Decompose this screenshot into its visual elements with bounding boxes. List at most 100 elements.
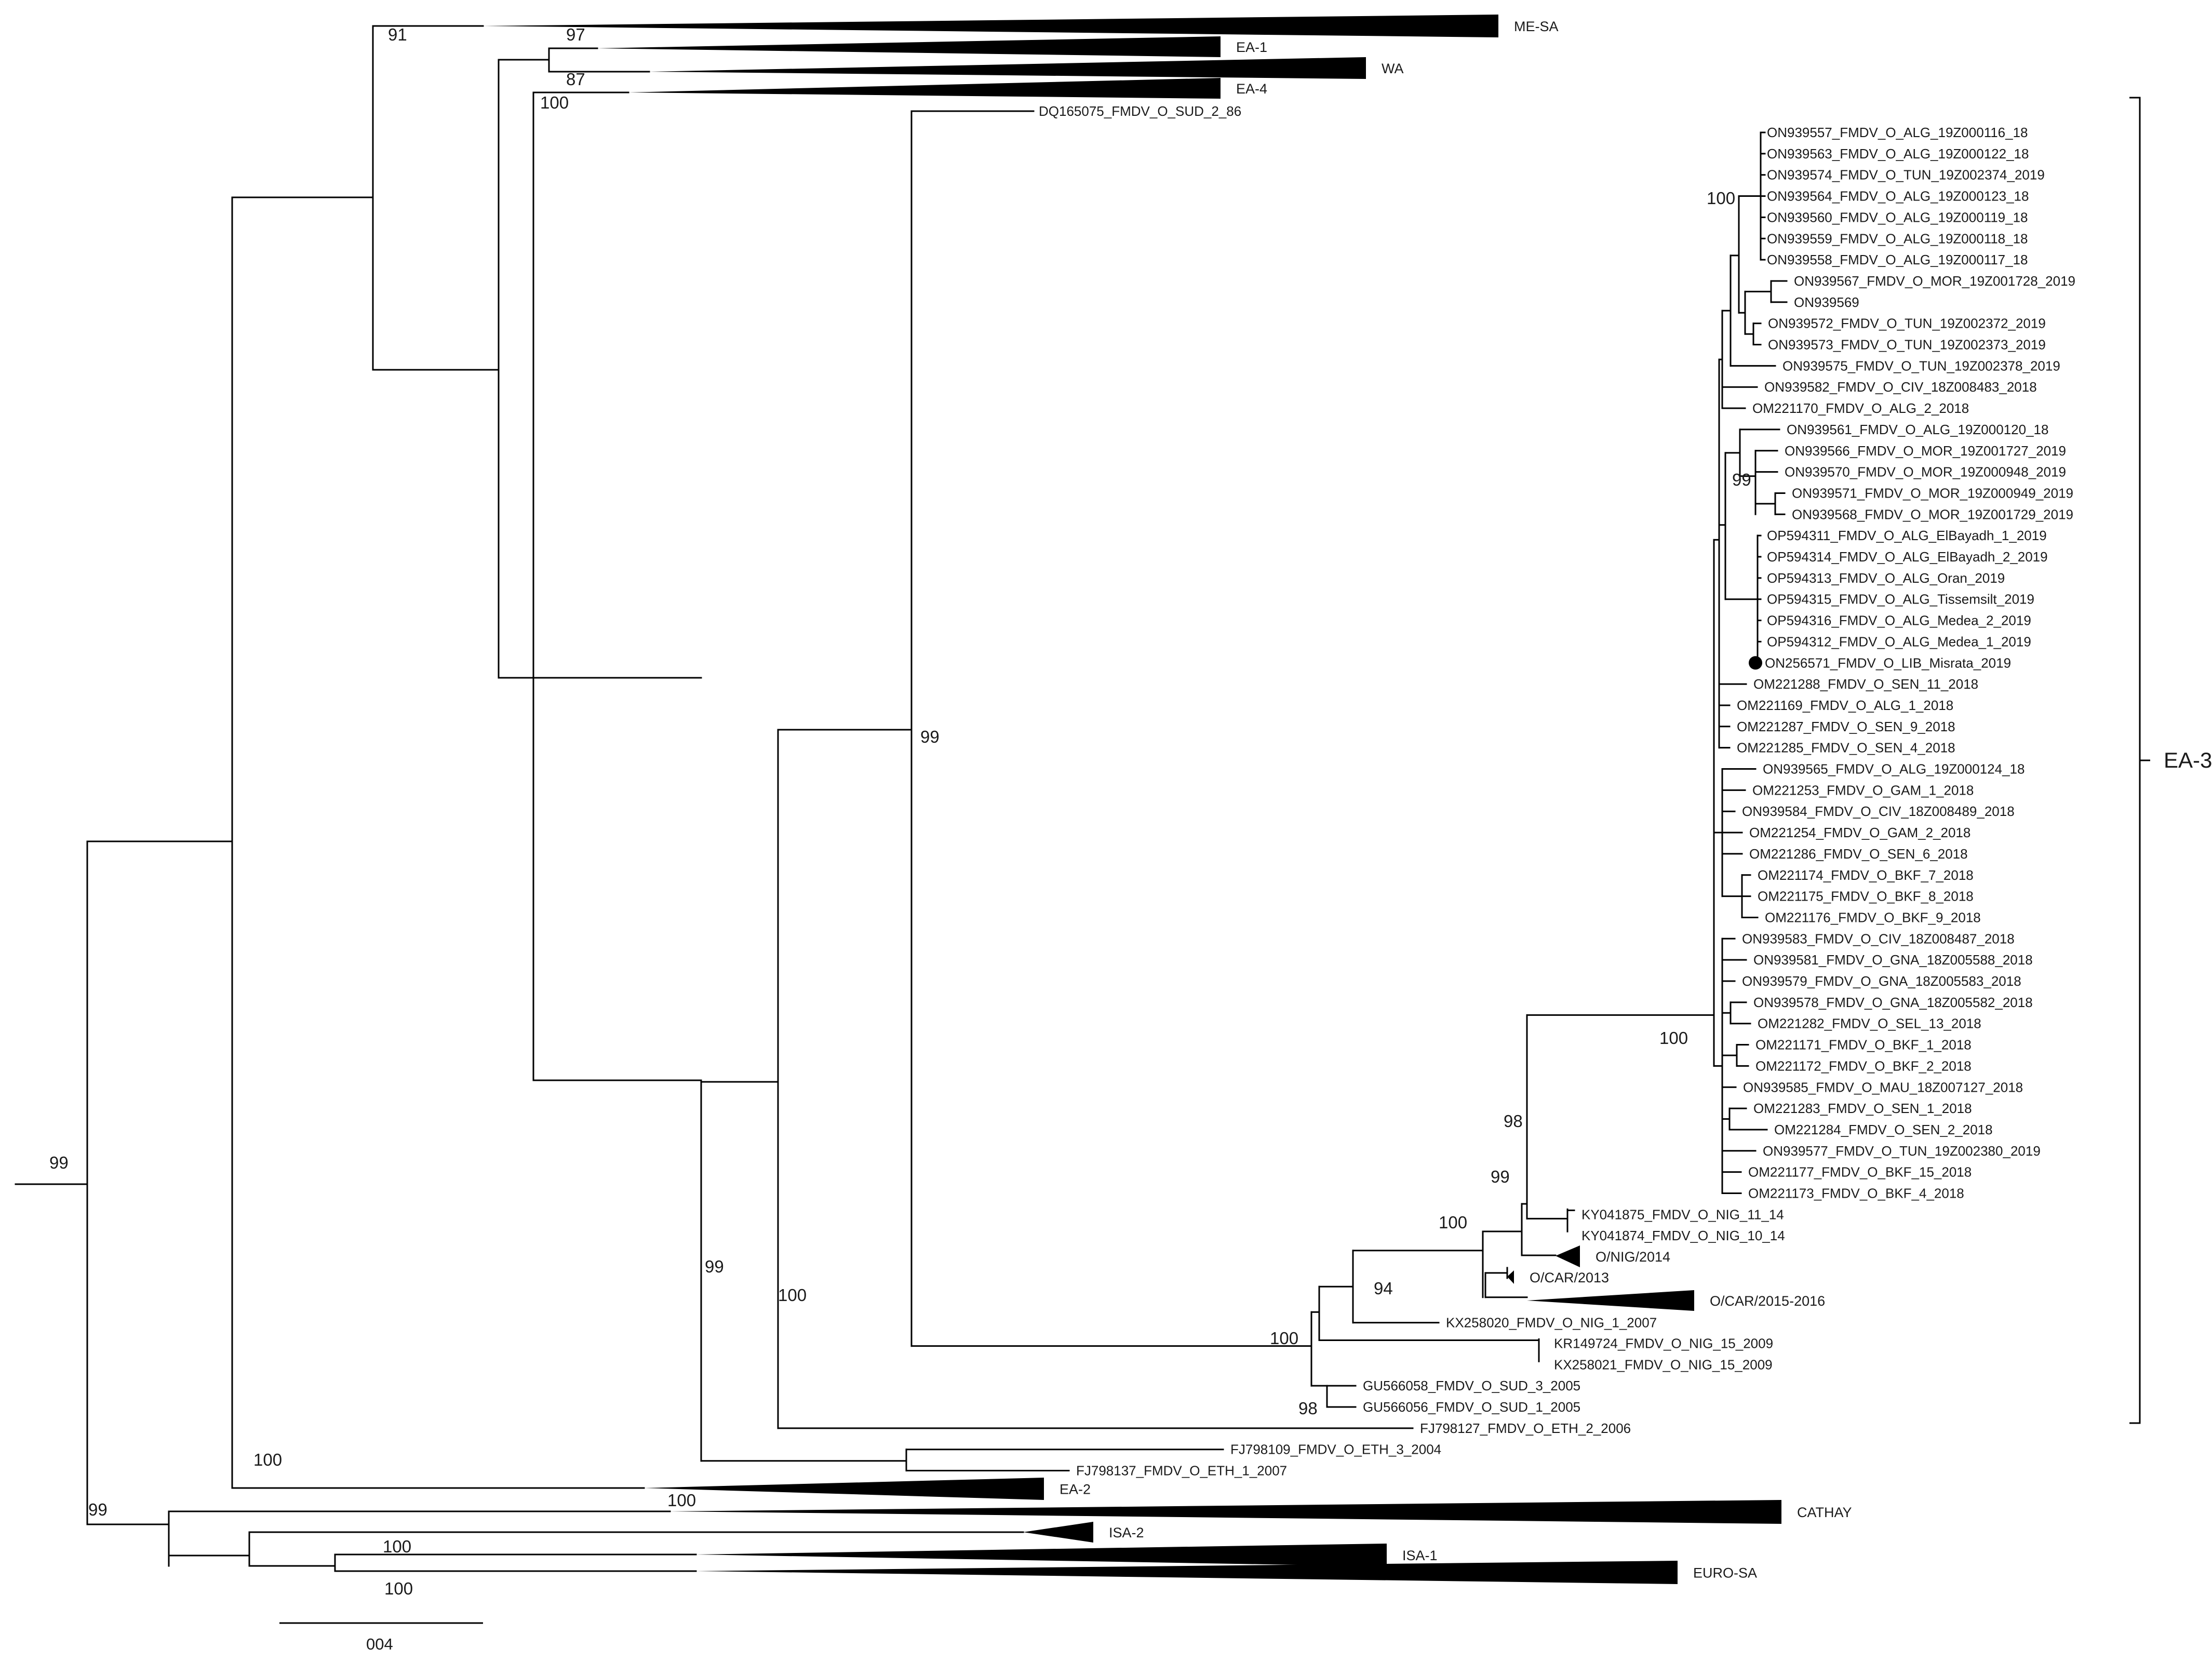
tip-label: OM221285_FMDV_O_SEN_4_2018 xyxy=(1737,740,1955,756)
tip-label: OM221172_FMDV_O_BKF_2_2018 xyxy=(1755,1058,1972,1074)
tip-label: ON939579_FMDV_O_GNA_18Z005583_2018 xyxy=(1742,973,2021,989)
tip-label: OM221173_FMDV_O_BKF_4_2018 xyxy=(1748,1186,1964,1201)
tip-label: ON939567_FMDV_O_MOR_19Z001728_2019 xyxy=(1794,273,2075,289)
tip-label: ON939574_FMDV_O_TUN_19Z002374_2019 xyxy=(1767,167,2045,183)
tip-label: ON939561_FMDV_O_ALG_19Z000120_18 xyxy=(1787,422,2048,437)
clade-label-isa-2: ISA-2 xyxy=(1109,1525,1144,1540)
tip-label: OM221283_FMDV_O_SEN_1_2018 xyxy=(1753,1101,1972,1116)
collapsed-wedge-ea-4 xyxy=(628,78,1221,99)
bootstrap-value: 99 xyxy=(705,1257,724,1276)
collapsed-clades xyxy=(483,15,1781,1584)
tip-label: OM221174_FMDV_O_BKF_7_2018 xyxy=(1758,867,1974,883)
tip-label: OM221177_FMDV_O_BKF_15_2018 xyxy=(1748,1164,1972,1180)
collapsed-wedge-wa xyxy=(649,57,1366,79)
tip-label: ON939585_FMDV_O_MAU_18Z007127_2018 xyxy=(1743,1079,2023,1095)
tip-label: ON939571_FMDV_O_MOR_19Z000949_2019 xyxy=(1792,485,2073,501)
tip-label: ON939575_FMDV_O_TUN_19Z002378_2019 xyxy=(1782,358,2060,373)
bootstrap-value: 100 xyxy=(1270,1329,1298,1348)
clade-label-o-car-2015-2016: O/CAR/2015-2016 xyxy=(1710,1293,1825,1309)
tip-label: ON939570_FMDV_O_MOR_19Z000948_2019 xyxy=(1785,464,2066,480)
tip-label: ON939566_FMDV_O_MOR_19Z001727_2019 xyxy=(1785,443,2066,459)
tip-label: OP594313_FMDV_O_ALG_Oran_2019 xyxy=(1767,570,2005,586)
tip-label: ON939564_FMDV_O_ALG_19Z000123_18 xyxy=(1767,189,2029,204)
tip-label: OM221282_FMDV_O_SEL_13_2018 xyxy=(1758,1016,1981,1031)
tip-label: OM221176_FMDV_O_BKF_9_2018 xyxy=(1765,909,1981,925)
tip-label: GU566056_FMDV_O_SUD_1_2005 xyxy=(1363,1399,1580,1415)
ea3-bracket-line xyxy=(2129,97,2150,1424)
tip-label: ON939565_FMDV_O_ALG_19Z000124_18 xyxy=(1763,761,2025,777)
tip-label: ON939573_FMDV_O_TUN_19Z002373_2019 xyxy=(1768,337,2046,353)
tip-label: ON939568_FMDV_O_MOR_19Z001729_2019 xyxy=(1792,506,2073,522)
tip-label: ON939557_FMDV_O_ALG_19Z000116_18 xyxy=(1767,125,2028,140)
bootstrap-value: 99 xyxy=(49,1153,69,1172)
clade-label-cathay: CATHAY xyxy=(1797,1505,1852,1520)
bootstrap-value: 100 xyxy=(778,1285,807,1305)
tip-label: ON939569 xyxy=(1794,294,1859,310)
tip-label: KX258020_FMDV_O_NIG_1_2007 xyxy=(1446,1315,1657,1331)
tip-label: FJ798127_FMDV_O_ETH_2_2006 xyxy=(1420,1420,1631,1436)
tip-label: OP594314_FMDV_O_ALG_ElBayadh_2_2019 xyxy=(1767,549,2048,565)
collapsed-wedge-me-sa xyxy=(483,15,1498,37)
tip-label: OM221171_FMDV_O_BKF_1_2018 xyxy=(1755,1037,1972,1053)
tip-label: OM221288_FMDV_O_SEN_11_2018 xyxy=(1753,676,1978,692)
ea3-bracket: EA-3 xyxy=(2129,97,2212,1424)
bootstrap-value: 99 xyxy=(1491,1167,1510,1186)
bootstrap-value: 100 xyxy=(1659,1028,1688,1048)
scale-bar: 004 xyxy=(279,1622,483,1653)
tip-label: ON939583_FMDV_O_CIV_18Z008487_2018 xyxy=(1742,931,2015,946)
bootstrap-value: 98 xyxy=(1504,1111,1523,1131)
tip-label: KY041874_FMDV_O_NIG_10_14 xyxy=(1581,1228,1785,1243)
collapsed-wedge-euro-sa xyxy=(696,1561,1678,1584)
collapsed-wedge-cathay xyxy=(670,1500,1781,1524)
tip-label: ON939584_FMDV_O_CIV_18Z008489_2018 xyxy=(1742,803,2015,819)
collapsed-wedge-ea-1 xyxy=(597,36,1221,57)
bootstrap-value: 94 xyxy=(1374,1279,1393,1298)
tip-label: GU566058_FMDV_O_SUD_3_2005 xyxy=(1363,1378,1580,1393)
collapsed-wedge-o-car-2013 xyxy=(1507,1270,1514,1284)
clade-label-wa: WA xyxy=(1382,61,1404,76)
clade-label-ea-1: EA-1 xyxy=(1236,39,1267,55)
collapsed-wedge-isa-1 xyxy=(696,1544,1387,1566)
tip-label: ON939560_FMDV_O_ALG_19Z000119_18 xyxy=(1767,209,2028,225)
tip-label: ON939559_FMDV_O_ALG_19Z000118_18 xyxy=(1767,231,2028,246)
bootstrap-values: 91 97 87 100 99 100 99 99 98 99 100 94 100 98 99 100 100… xyxy=(49,25,1751,1598)
tip-label: OM221286_FMDV_O_SEN_6_2018 xyxy=(1749,846,1968,862)
ea3-bracket-label: EA-3 xyxy=(2164,748,2212,772)
tip-label: ON939563_FMDV_O_ALG_19Z000122_18 xyxy=(1767,146,2029,162)
tip-label: OP594311_FMDV_O_ALG_ElBayadh_1_2019 xyxy=(1767,528,2047,543)
bootstrap-value: 87 xyxy=(566,70,585,89)
bootstrap-value: 99 xyxy=(88,1500,108,1519)
tip-label: KY041875_FMDV_O_NIG_11_14 xyxy=(1581,1207,1784,1222)
tip-label: OM221284_FMDV_O_SEN_2_2018 xyxy=(1774,1122,1993,1137)
tip-label: OM221175_FMDV_O_BKF_8_2018 xyxy=(1758,889,1974,904)
collapsed-wedge-isa-2 xyxy=(1023,1522,1093,1543)
clade-label-o-car-2013: O/CAR/2013 xyxy=(1530,1270,1609,1285)
collapsed-wedge-ea-2 xyxy=(644,1478,1044,1500)
bootstrap-value: 100 xyxy=(383,1537,411,1556)
bootstrap-value: 99 xyxy=(920,727,940,746)
tip-label: ON939572_FMDV_O_TUN_19Z002372_2019 xyxy=(1768,316,2046,331)
clade-label-o-nig-2014: O/NIG/2014 xyxy=(1596,1249,1670,1265)
clade-label-ea-4: EA-4 xyxy=(1236,81,1267,97)
clade-label-euro-sa: EURO-SA xyxy=(1693,1565,1757,1581)
scale-bar-label: 004 xyxy=(366,1635,393,1653)
tip-label: OM221253_FMDV_O_GAM_1_2018 xyxy=(1752,782,1974,798)
tip-label: ON256571_FMDV_O_LIB_Misrata_2019 xyxy=(1765,655,2011,671)
bootstrap-value: 98 xyxy=(1298,1399,1318,1418)
tip-label: OP594315_FMDV_O_ALG_Tissemsilt_2019 xyxy=(1767,592,2034,607)
tip-label: ON939582_FMDV_O_CIV_18Z008483_2018 xyxy=(1764,379,2037,395)
tip-label: OP594316_FMDV_O_ALG_Medea_2_2019 xyxy=(1767,613,2031,628)
tip-label: FJ798137_FMDV_O_ETH_1_2007 xyxy=(1076,1463,1287,1479)
tip-label: DQ165075_FMDV_O_SUD_2_86 xyxy=(1039,103,1241,119)
tip-label: ON939581_FMDV_O_GNA_18Z005588_2018 xyxy=(1753,952,2033,968)
bootstrap-value: 97 xyxy=(566,25,585,44)
tip-label: OM221170_FMDV_O_ALG_2_2018 xyxy=(1752,400,1969,416)
collapsed-wedge-o-nig-2014 xyxy=(1556,1245,1580,1267)
tip-label: OM221169_FMDV_O_ALG_1_2018 xyxy=(1737,698,1953,713)
tip-label: ON939558_FMDV_O_ALG_19Z000117_18 xyxy=(1767,252,2028,267)
bootstrap-value: 100 xyxy=(1439,1213,1467,1232)
tip-label: KX258021_FMDV_O_NIG_15_2009 xyxy=(1554,1357,1773,1372)
bootstrap-value: 99 xyxy=(1732,470,1751,489)
collapsed-wedge-o-car-2015-2016 xyxy=(1527,1290,1694,1311)
bootstrap-value: 100 xyxy=(384,1579,413,1598)
